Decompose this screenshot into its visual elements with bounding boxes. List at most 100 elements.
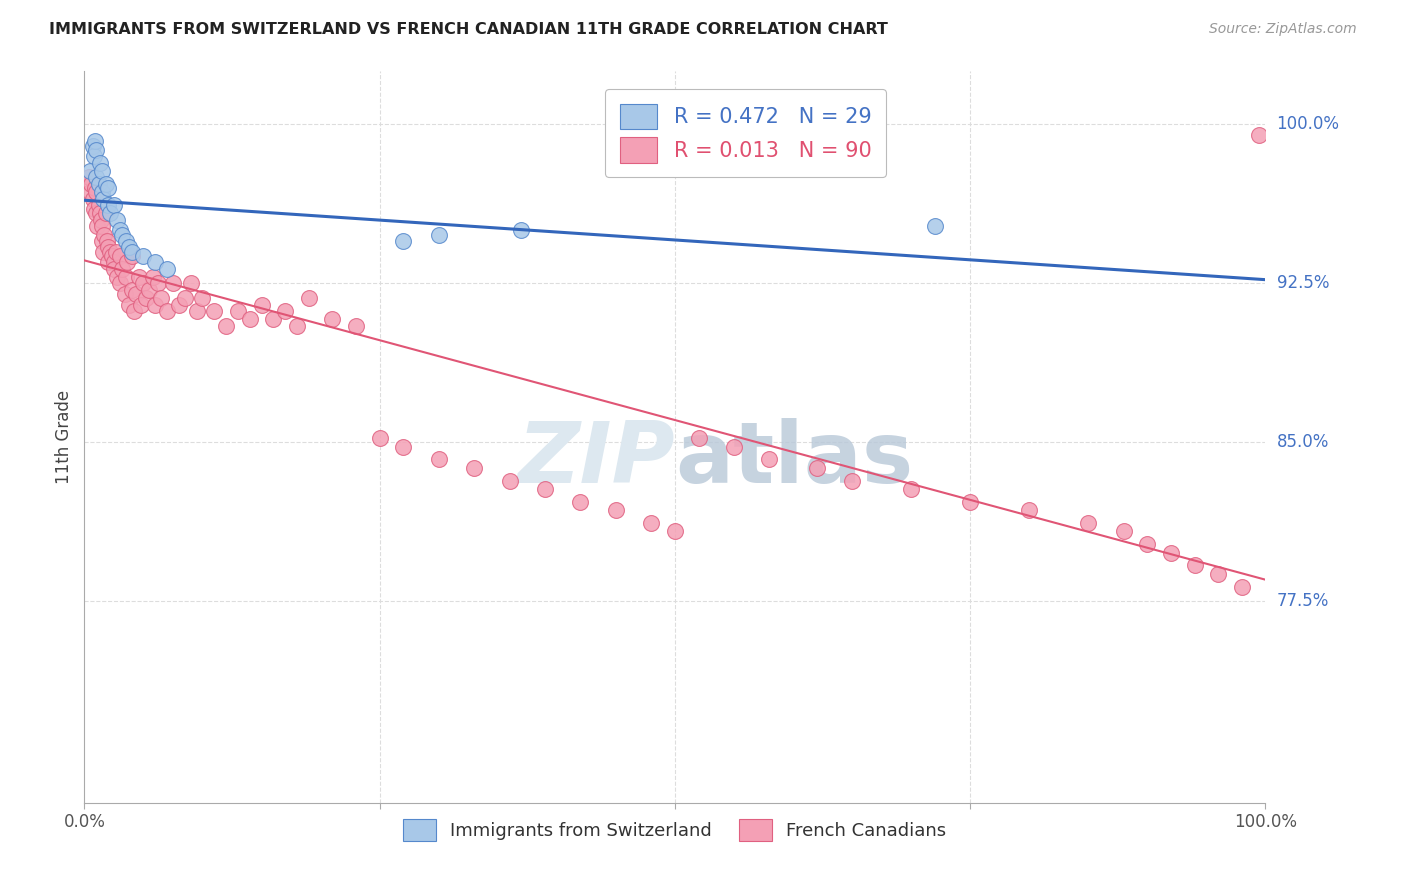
Point (841, 474, 863, 488)
Point (215, 318, 238, 333)
Text: Source: ZipAtlas.com: Source: ZipAtlas.com (1209, 22, 1357, 37)
Point (427, 227, 450, 242)
Point (1136, 537, 1159, 551)
Point (180, 277, 202, 291)
Point (122, 304, 145, 318)
Point (924, 219, 946, 234)
Point (688, 431, 710, 445)
Point (84, 185, 107, 199)
Point (84, 170, 107, 185)
Point (250, 297, 273, 311)
Text: 100.0%: 100.0% (1277, 115, 1340, 134)
Point (86, 219, 108, 234)
Point (121, 283, 143, 297)
Point (569, 494, 592, 508)
Point (1184, 558, 1206, 573)
Point (94, 206, 117, 220)
Point (274, 304, 297, 318)
Point (91, 219, 114, 234)
Point (103, 255, 125, 269)
Point (79, 164, 101, 178)
Text: 92.5%: 92.5% (1277, 275, 1329, 293)
Point (118, 240, 141, 254)
Point (605, 503, 627, 517)
Point (146, 277, 169, 291)
Point (150, 291, 173, 305)
Point (111, 227, 134, 242)
Y-axis label: 11th Grade: 11th Grade (55, 390, 73, 484)
Point (97, 198, 120, 212)
Point (191, 291, 214, 305)
Point (87, 177, 110, 191)
Point (114, 270, 136, 285)
Point (91, 244, 114, 259)
Point (167, 297, 190, 311)
Text: 85.0%: 85.0% (1277, 434, 1329, 451)
Point (128, 270, 150, 285)
Point (900, 482, 922, 496)
Point (186, 304, 208, 318)
Point (107, 212, 129, 227)
Text: atlas: atlas (675, 417, 912, 500)
Point (640, 516, 662, 530)
Point (173, 291, 195, 305)
Point (98, 244, 121, 259)
Point (806, 460, 828, 475)
Point (143, 255, 166, 269)
Point (105, 244, 128, 259)
Point (115, 255, 138, 269)
Point (97, 181, 120, 195)
Point (83, 149, 105, 163)
Point (121, 249, 143, 263)
Point (114, 287, 136, 301)
Point (108, 249, 131, 263)
Point (97, 240, 120, 254)
Point (114, 234, 136, 248)
Point (91, 185, 114, 199)
Point (1249, 128, 1271, 142)
Point (129, 297, 152, 311)
Point (108, 277, 131, 291)
Point (239, 312, 262, 326)
Point (90, 212, 112, 227)
Point (108, 223, 131, 237)
Point (1112, 524, 1135, 539)
Point (758, 452, 780, 467)
Point (98, 206, 121, 220)
Point (96, 234, 118, 248)
Point (344, 318, 367, 333)
Point (118, 297, 141, 311)
Point (498, 474, 520, 488)
Point (84, 143, 107, 157)
Point (1018, 503, 1040, 517)
Legend: Immigrants from Switzerland, French Canadians: Immigrants from Switzerland, French Cana… (396, 812, 953, 848)
Point (77, 170, 100, 185)
Point (80, 177, 103, 191)
Point (463, 460, 485, 475)
Point (202, 304, 225, 318)
Point (103, 198, 125, 212)
Point (959, 494, 981, 508)
Point (143, 297, 166, 311)
Point (83, 202, 105, 216)
Point (87, 198, 110, 212)
Point (93, 227, 115, 242)
Point (107, 270, 129, 285)
Point (392, 440, 415, 454)
Point (262, 312, 284, 326)
Point (368, 431, 391, 445)
Point (132, 249, 155, 263)
Point (89, 155, 111, 169)
Point (82, 138, 104, 153)
Point (94, 177, 117, 191)
Point (1206, 566, 1229, 581)
Point (84, 181, 107, 195)
Point (125, 287, 148, 301)
Point (664, 524, 686, 539)
Text: IMMIGRANTS FROM SWITZERLAND VS FRENCH CANADIAN 11TH GRADE CORRELATION CHART: IMMIGRANTS FROM SWITZERLAND VS FRENCH CA… (49, 22, 889, 37)
Point (91, 192, 114, 206)
Point (285, 318, 308, 333)
Point (138, 283, 160, 297)
Point (89, 206, 111, 220)
Point (321, 312, 343, 326)
